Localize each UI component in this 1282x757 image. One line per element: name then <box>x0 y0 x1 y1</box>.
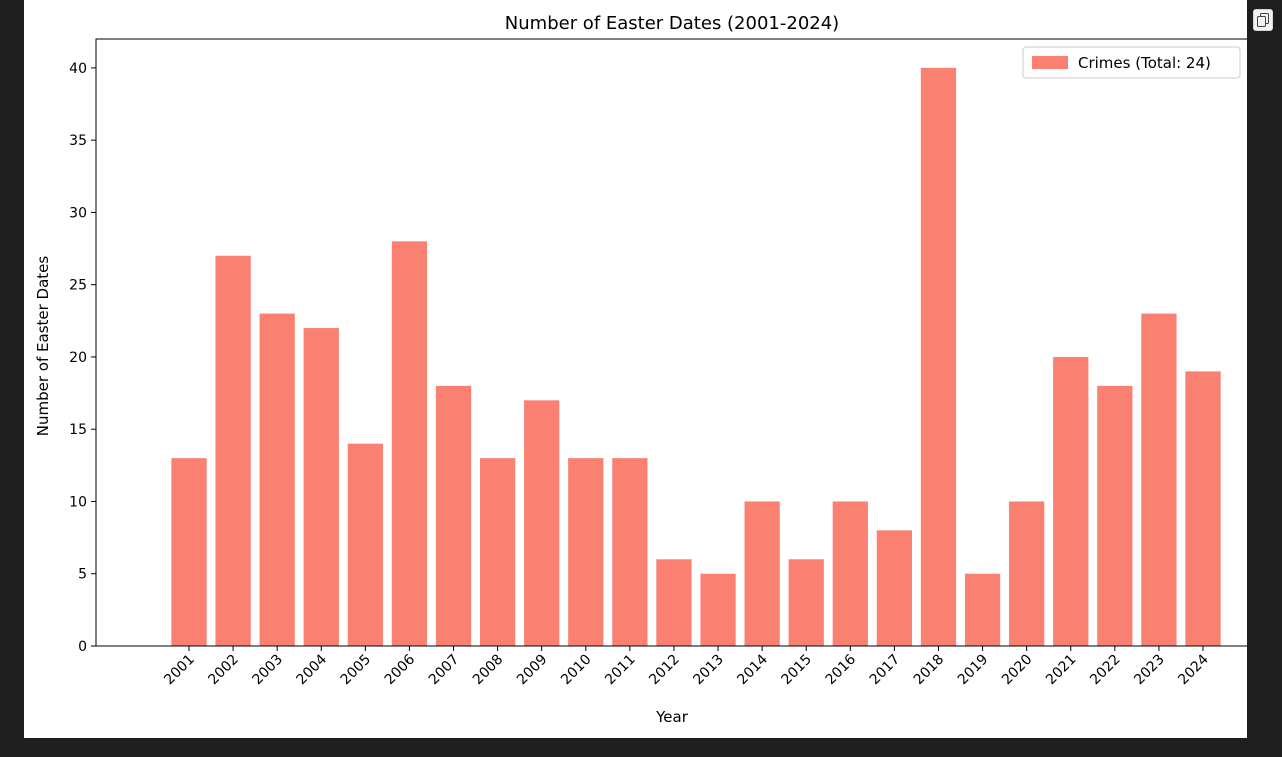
x-tick-label-2014: 2014 <box>734 651 771 688</box>
x-tick-label-2003: 2003 <box>249 652 286 689</box>
bar-2015 <box>788 559 824 646</box>
x-tick-label-2021: 2021 <box>1043 652 1080 689</box>
y-tick-label-25: 25 <box>69 278 87 294</box>
x-tick-label-2009: 2009 <box>514 652 551 689</box>
y-tick-label-20: 20 <box>69 350 87 366</box>
bar-2005 <box>347 443 383 646</box>
x-axis-label: Year <box>655 708 689 726</box>
x-tick-label-2001: 2001 <box>161 652 198 689</box>
x-tick-label-2006: 2006 <box>382 651 419 688</box>
x-tick-label-2016: 2016 <box>823 651 860 688</box>
y-tick-label-15: 15 <box>69 422 87 438</box>
x-tick-label-2018: 2018 <box>911 652 948 689</box>
bar-2019 <box>964 573 1001 646</box>
bar-2012 <box>656 559 692 646</box>
y-axis-label: Number of Easter Dates <box>34 256 52 437</box>
bar-2016 <box>832 501 868 646</box>
bar-2011 <box>612 458 648 646</box>
bar-2001 <box>171 458 207 646</box>
bar-2018 <box>920 67 957 646</box>
y-tick-label-10: 10 <box>69 494 87 510</box>
bar-2007 <box>435 385 472 646</box>
x-axis: 2001 2002 2003 2004 2005 2006 2007 2008 2009 2010… <box>161 646 1212 688</box>
bar-2022 <box>1097 385 1133 646</box>
x-tick-label-2023: 2023 <box>1131 652 1168 689</box>
x-tick-label-2020: 2020 <box>999 652 1036 689</box>
bar-2014 <box>744 501 780 646</box>
x-tick-label-2015: 2015 <box>779 652 816 689</box>
bar-2013 <box>700 573 736 646</box>
bar-2003 <box>259 313 295 646</box>
y-tick-label-40: 40 <box>69 61 87 77</box>
y-tick-label-0: 0 <box>78 639 87 655</box>
legend-swatch <box>1032 56 1068 69</box>
bar-2008 <box>479 458 516 646</box>
x-tick-label-2013: 2013 <box>690 652 727 689</box>
x-tick-label-2011: 2011 <box>602 652 639 689</box>
x-tick-label-2019: 2019 <box>955 652 992 689</box>
bar-2017 <box>876 530 913 646</box>
x-tick-label-2004: 2004 <box>294 651 331 688</box>
bar-2024 <box>1185 371 1221 646</box>
bar-2009 <box>524 400 560 646</box>
copy-button[interactable] <box>1253 9 1273 31</box>
chart-figure: Number of Easter Dates (2001-2024) 0 5 10 1… <box>24 0 1247 738</box>
bars-group <box>171 67 1221 647</box>
x-tick-label-2008: 2008 <box>470 652 507 689</box>
legend: Crimes (Total: 24) <box>1022 46 1241 79</box>
x-tick-label-2022: 2022 <box>1087 652 1124 689</box>
x-tick-label-2005: 2005 <box>338 652 375 689</box>
bar-2023 <box>1141 313 1177 646</box>
bar-2010 <box>568 458 604 646</box>
bar-2006 <box>391 241 428 646</box>
x-tick-label-2010: 2010 <box>558 652 595 689</box>
plot-area-frame <box>95 38 1247 647</box>
legend-box <box>1022 46 1241 79</box>
bar-2002 <box>215 255 251 647</box>
copy-icon <box>1257 13 1269 27</box>
x-tick-label-2024: 2024 <box>1175 651 1212 688</box>
chart-title: Number of Easter Dates (2001-2024) <box>505 13 839 34</box>
y-axis: 0 5 10 15 20 25 30 35 40 <box>69 61 96 655</box>
bar-chart: Number of Easter Dates (2001-2024) 0 5 10 1… <box>34 13 1247 726</box>
y-tick-label-5: 5 <box>78 567 87 583</box>
x-tick-label-2017: 2017 <box>867 652 904 689</box>
x-tick-label-2012: 2012 <box>646 652 683 689</box>
legend-label: Crimes (Total: 24) <box>1078 54 1211 72</box>
bar-2004 <box>303 328 339 646</box>
x-tick-label-2007: 2007 <box>426 652 463 689</box>
y-tick-label-30: 30 <box>69 205 87 221</box>
bar-2021 <box>1053 356 1089 646</box>
bar-2020 <box>1009 501 1045 646</box>
x-tick-label-2002: 2002 <box>205 652 242 689</box>
y-tick-label-35: 35 <box>69 133 87 149</box>
